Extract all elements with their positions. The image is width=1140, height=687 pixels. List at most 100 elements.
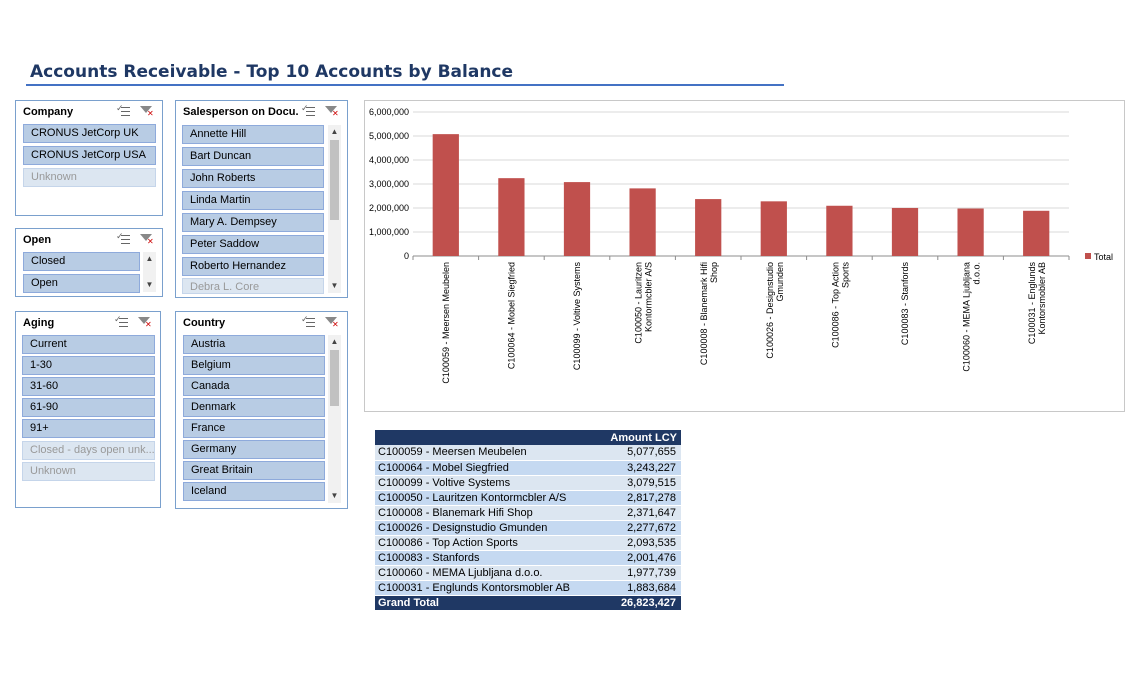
slicer-header: Country bbox=[176, 312, 347, 334]
slicer-item[interactable]: Germany bbox=[183, 440, 325, 459]
scroll-thumb[interactable] bbox=[330, 140, 339, 220]
multi-select-icon[interactable] bbox=[114, 314, 128, 330]
slicer-header: Aging bbox=[16, 312, 160, 334]
legend-swatch bbox=[1085, 253, 1091, 259]
clear-filter-icon[interactable] bbox=[325, 105, 339, 119]
slicer-item[interactable]: Debra L. Core bbox=[182, 278, 324, 294]
multi-select-icon[interactable] bbox=[301, 314, 315, 330]
clear-filter-icon[interactable] bbox=[325, 316, 339, 330]
clear-filter-icon[interactable] bbox=[140, 105, 154, 119]
slicer-title: Open bbox=[23, 234, 52, 246]
slicer-item[interactable]: Denmark bbox=[183, 398, 325, 417]
slicer-item[interactable]: Annette Hill bbox=[182, 125, 324, 144]
x-tick-label: C100059 - Meersen Meubelen bbox=[441, 262, 451, 384]
slicer-item[interactable]: Roberto Hernandez bbox=[182, 257, 324, 276]
slicer-item[interactable]: Linda Martin bbox=[182, 191, 324, 210]
table-row[interactable]: C100050 - Lauritzen Kontormcbler A/S 2,81… bbox=[375, 490, 681, 506]
slicer-scrollbar[interactable]: ▲ ▼ bbox=[143, 252, 156, 292]
table-row[interactable]: C100099 - Voltive Systems 3,079,515 bbox=[375, 475, 681, 491]
slicer-salesperson: Salesperson on Docu... Annette Hill Bart… bbox=[175, 100, 348, 298]
slicer-scrollbar[interactable]: ▲ ▼ bbox=[328, 335, 341, 503]
slicer-item[interactable]: Bart Duncan bbox=[182, 147, 324, 166]
account-cell: C100031 - Englunds Kontorsmobler AB bbox=[375, 580, 598, 596]
x-tick-label: C100008 - Blanemark HifiShop bbox=[699, 262, 719, 365]
slicer-item[interactable]: Current bbox=[22, 335, 155, 354]
grand-total-label: Grand Total bbox=[375, 595, 598, 610]
x-tick-label: C100099 - Voltive Systems bbox=[572, 262, 582, 371]
clear-filter-icon[interactable] bbox=[138, 316, 152, 330]
y-tick-label: 1,000,000 bbox=[369, 227, 409, 237]
table-row[interactable]: C100059 - Meersen Meubelen 5,077,655 bbox=[375, 445, 681, 461]
slicer-title: Salesperson on Docu... bbox=[183, 106, 298, 118]
amount-cell: 2,277,672 bbox=[597, 520, 681, 536]
title-underline bbox=[26, 84, 784, 86]
slicer-item[interactable]: Peter Saddow bbox=[182, 235, 324, 254]
slicer-item[interactable]: Open bbox=[23, 274, 140, 293]
slicer-item[interactable]: 31-60 bbox=[22, 377, 155, 396]
table-row[interactable]: C100064 - Mobel Siegfried 3,243,227 bbox=[375, 460, 681, 476]
y-tick-label: 5,000,000 bbox=[369, 131, 409, 141]
scroll-down-icon[interactable]: ▼ bbox=[330, 491, 339, 500]
table-row[interactable]: C100060 - MEMA Ljubljana d.o.o. 1,977,739 bbox=[375, 565, 681, 581]
account-cell: C100086 - Top Action Sports bbox=[375, 535, 598, 551]
slicer-item[interactable]: 61-90 bbox=[22, 398, 155, 417]
slicer-item[interactable]: John Roberts bbox=[182, 169, 324, 188]
slicer-title: Country bbox=[183, 317, 226, 329]
slicer-item[interactable]: Closed bbox=[23, 252, 140, 271]
slicer-item[interactable]: Unknown bbox=[22, 462, 155, 481]
amount-cell: 1,883,684 bbox=[597, 580, 681, 596]
amount-cell: 5,077,655 bbox=[597, 445, 681, 461]
bar bbox=[957, 208, 984, 256]
scroll-up-icon[interactable]: ▲ bbox=[330, 127, 339, 136]
multi-select-icon[interactable] bbox=[301, 103, 315, 119]
bar bbox=[563, 182, 591, 256]
legend-label: Total bbox=[1094, 252, 1113, 262]
amount-header[interactable]: Amount LCY bbox=[597, 430, 681, 445]
slicer-scrollbar[interactable]: ▲ ▼ bbox=[328, 125, 341, 293]
amount-cell: 3,079,515 bbox=[597, 475, 681, 491]
slicer-title: Aging bbox=[23, 317, 55, 329]
table-row[interactable]: C100083 - Stanfords 2,001,476 bbox=[375, 550, 681, 566]
slicer-item[interactable]: Canada bbox=[183, 377, 325, 396]
multi-select-icon[interactable] bbox=[116, 231, 130, 247]
x-tick-label: C100064 - Mobel Siegfried bbox=[506, 262, 516, 369]
bar-chart[interactable]: 0 1,000,000 2,000,000 3,000,000 4,000,000 5,0… bbox=[364, 100, 1125, 412]
slicer-item[interactable]: Great Britain bbox=[183, 461, 325, 480]
scroll-up-icon[interactable]: ▲ bbox=[145, 254, 154, 263]
scroll-thumb[interactable] bbox=[330, 350, 339, 406]
bar bbox=[432, 134, 459, 256]
slicer-header: Salesperson on Docu... bbox=[176, 101, 347, 123]
account-cell: C100099 - Voltive Systems bbox=[375, 475, 598, 491]
slicer-item[interactable]: Belgium bbox=[183, 356, 325, 375]
slicer-item[interactable]: 1-30 bbox=[22, 356, 155, 375]
scroll-down-icon[interactable]: ▼ bbox=[145, 280, 154, 289]
pivot-table: Amount LCY C100059 - Meersen Meubelen 5,0… bbox=[375, 430, 681, 610]
table-row[interactable]: C100008 - Blanemark Hifi Shop 2,371,647 bbox=[375, 505, 681, 521]
slicer-item[interactable]: Closed - days open unk... bbox=[22, 441, 155, 460]
slicer-item[interactable]: CRONUS JetCorp USA bbox=[23, 146, 156, 165]
multi-select-icon[interactable] bbox=[116, 103, 130, 119]
bar bbox=[891, 207, 919, 256]
grand-total-row: Grand Total 26,823,427 bbox=[375, 595, 681, 610]
scroll-up-icon[interactable]: ▲ bbox=[330, 337, 339, 346]
x-tick-label: C100031 - EnglundsKontorsmobler AB bbox=[1027, 262, 1047, 345]
slicer-item[interactable]: 91+ bbox=[22, 419, 155, 438]
slicer-item[interactable]: Iceland bbox=[183, 482, 325, 501]
account-cell: C100026 - Designstudio Gmunden bbox=[375, 520, 598, 536]
slicer-item[interactable]: France bbox=[183, 419, 325, 438]
amount-cell: 3,243,227 bbox=[597, 460, 681, 476]
x-tick-label: C100026 - DesignstudioGmunden bbox=[765, 262, 785, 359]
amount-cell: 1,977,739 bbox=[597, 565, 681, 581]
account-cell: C100064 - Mobel Siegfried bbox=[375, 460, 598, 476]
slicer-header: Open bbox=[16, 229, 162, 251]
table-row[interactable]: C100026 - Designstudio Gmunden 2,277,672 bbox=[375, 520, 681, 536]
table-row[interactable]: C100031 - Englunds Kontorsmobler AB 1,883… bbox=[375, 580, 681, 596]
table-row[interactable]: C100086 - Top Action Sports 2,093,535 bbox=[375, 535, 681, 551]
clear-filter-icon[interactable] bbox=[140, 233, 154, 247]
slicer-item[interactable]: CRONUS JetCorp UK bbox=[23, 124, 156, 143]
amount-cell: 2,371,647 bbox=[597, 505, 681, 521]
scroll-down-icon[interactable]: ▼ bbox=[330, 281, 339, 290]
slicer-item[interactable]: Austria bbox=[183, 335, 325, 354]
slicer-item[interactable]: Unknown bbox=[23, 168, 156, 187]
slicer-item[interactable]: Mary A. Dempsey bbox=[182, 213, 324, 232]
